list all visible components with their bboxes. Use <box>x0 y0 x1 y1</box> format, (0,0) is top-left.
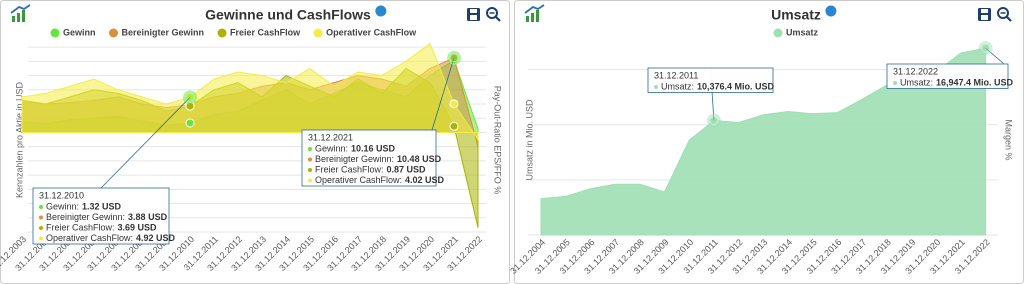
info-icon[interactable] <box>825 5 837 17</box>
y-axis-label: Kennzahlen pro Aktie in USD <box>14 81 24 198</box>
tooltip-value: 4.02 USD <box>405 175 445 185</box>
tooltip-bullet <box>308 168 312 172</box>
tooltip-value: 4.92 USD <box>136 233 176 243</box>
zoom-button[interactable] <box>486 7 501 22</box>
tooltip-box <box>301 129 437 187</box>
tooltip-label: Gewinn: <box>315 143 348 153</box>
hover-marker <box>185 118 195 128</box>
hover-halo <box>183 90 197 105</box>
save-button[interactable] <box>467 8 480 21</box>
tooltip-title: 31.12.2011 <box>654 70 698 80</box>
y2-axis-label: Pay-Out-Ratio EPS/FFO % <box>493 86 503 195</box>
y-axis-label: Umsatz in Mio. USD <box>524 99 534 181</box>
tooltip-bullet <box>308 147 312 151</box>
tooltip-value: 10,376.4 Mio. USD <box>697 81 775 91</box>
legend-swatch <box>217 28 227 38</box>
tooltip-box <box>886 63 1009 89</box>
tooltip-label: Freier CashFlow: <box>315 164 384 174</box>
tooltip-value: 0.87 USD <box>387 164 427 174</box>
zoom-button[interactable] <box>997 7 1012 22</box>
tooltip-box <box>647 67 774 93</box>
legend-swatch <box>50 28 60 38</box>
tooltip-label: Umsatz: <box>900 77 933 87</box>
legend-label: Freier CashFlow <box>230 27 301 37</box>
tooltip-label: Freier CashFlow: <box>46 222 115 232</box>
hover-halo <box>447 50 461 65</box>
tooltip-value: 16,947.4 Mio. USD <box>936 77 1014 87</box>
legend-label: Bereinigter Gewinn <box>122 27 205 37</box>
hover-halo <box>706 113 721 128</box>
tooltip-label: Bereinigter Gewinn: <box>46 212 125 222</box>
legend-label: Operativer CashFlow <box>326 27 417 37</box>
area <box>21 42 479 142</box>
tooltip-value: 3.69 USD <box>118 222 158 232</box>
tooltip-title: 31.12.2010 <box>39 190 84 200</box>
save-button[interactable] <box>978 8 991 21</box>
tooltip-value: 3.88 USD <box>128 212 168 222</box>
legend-label: Umsatz <box>786 27 819 37</box>
tooltip-label: Umsatz: <box>661 81 694 91</box>
tooltip-bullet <box>39 205 43 209</box>
tooltip-value: 1.32 USD <box>82 201 122 211</box>
tooltip-bullet <box>308 178 312 183</box>
chart-icon <box>10 4 31 22</box>
legend-label: Gewinn <box>63 27 96 37</box>
tooltip-title: 31.12.2021 <box>308 132 353 142</box>
hover-halo <box>978 41 993 56</box>
legend-swatch <box>313 28 323 38</box>
tooltip-pointer <box>100 97 191 189</box>
chart-icon <box>524 4 545 22</box>
tooltip-title: 31.12.2022 <box>893 66 938 76</box>
legend-swatch <box>109 28 119 38</box>
chart-title: Umsatz <box>771 7 821 23</box>
tooltip-bullet <box>39 236 43 241</box>
tooltip-pointer <box>431 57 455 131</box>
hover-marker <box>449 99 459 109</box>
tooltip-label: Gewinn: <box>46 201 79 211</box>
tooltip-bullet <box>39 226 43 230</box>
tooltip-value: 10.16 USD <box>351 143 396 153</box>
area <box>540 47 987 236</box>
tooltip-label: Bereinigter Gewinn: <box>315 154 394 164</box>
tooltip-bullet <box>654 85 658 89</box>
legend-swatch <box>773 28 783 38</box>
hover-marker <box>449 121 459 131</box>
chart-title: Gewinne und CashFlows <box>205 7 371 23</box>
info-icon[interactable] <box>375 5 387 17</box>
y2-axis-label: Margen % <box>1004 119 1014 160</box>
tooltip-bullet <box>893 81 897 85</box>
tooltip-bullet <box>308 157 312 162</box>
tooltip-value: 10.48 USD <box>397 154 442 164</box>
tooltip-box <box>32 187 170 245</box>
tooltip-label: Operativer CashFlow: <box>46 233 133 243</box>
tooltip-label: Operativer CashFlow: <box>315 175 402 185</box>
tooltip-bullet <box>39 215 43 220</box>
